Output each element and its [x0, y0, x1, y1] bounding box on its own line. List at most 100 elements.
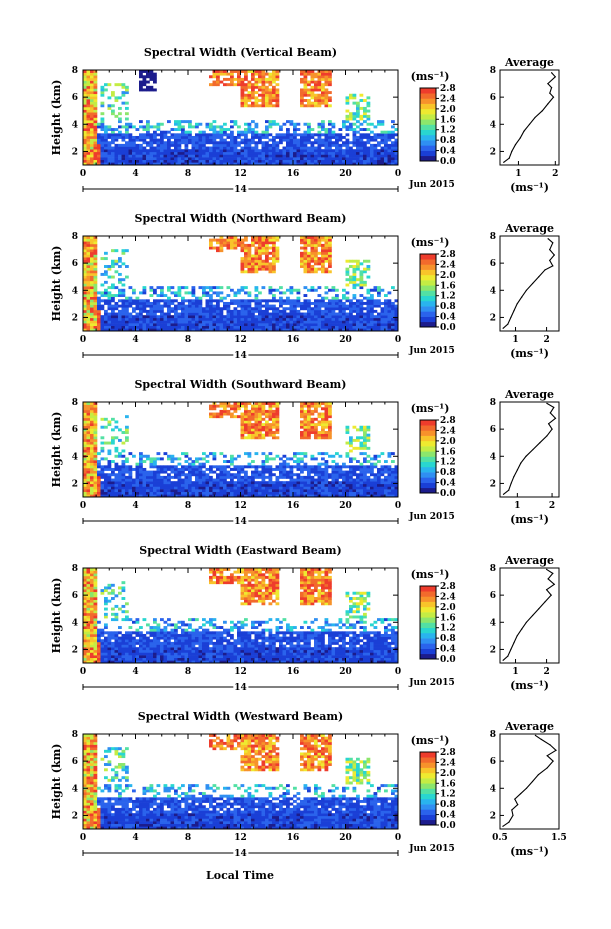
- heatmap-cell: [205, 320, 210, 324]
- heatmap-cell: [223, 141, 227, 145]
- heatmap-cell: [349, 309, 353, 313]
- heatmap-cell: [328, 323, 332, 327]
- heatmap-cell: [100, 483, 105, 487]
- heatmap-cell: [272, 415, 276, 419]
- heatmap-cell: [216, 301, 220, 305]
- heatmap-cell: [240, 417, 245, 421]
- heatmap-cell: [370, 143, 374, 147]
- heatmap-cell: [345, 133, 350, 137]
- heatmap-cell: [202, 323, 206, 327]
- heatmap-cell: [314, 157, 318, 161]
- heatmap-cell: [86, 72, 91, 76]
- heatmap-cell: [279, 462, 283, 466]
- heatmap-cell: [310, 307, 315, 311]
- heatmap-cell: [146, 72, 150, 76]
- heatmap-cell: [272, 457, 276, 461]
- heatmap-cell: [258, 141, 262, 145]
- heatmap-cell: [240, 88, 245, 92]
- heatmap-cell: [300, 325, 304, 329]
- heatmap-cell: [331, 135, 336, 139]
- heatmap-cell: [198, 296, 203, 300]
- heatmap-cell: [258, 99, 262, 102]
- heatmap-cell: [289, 146, 294, 150]
- heatmap-cell: [219, 151, 224, 155]
- heatmap-cell: [100, 425, 105, 429]
- heatmap-cell: [139, 85, 143, 89]
- heatmap-cell: [377, 120, 381, 124]
- heatmap-cell: [114, 454, 119, 458]
- heatmap-cell: [125, 325, 129, 329]
- average-title: Average: [504, 222, 554, 235]
- heatmap-cell: [342, 159, 346, 163]
- heatmap-cell: [272, 88, 276, 92]
- heatmap-cell: [254, 257, 259, 261]
- heatmap-cell: [188, 299, 192, 303]
- heatmap-cell: [244, 478, 248, 482]
- heatmap-cell: [387, 149, 392, 153]
- heatmap-cell: [307, 417, 311, 421]
- heatmap-cell: [324, 143, 329, 147]
- heatmap-cell: [328, 120, 332, 124]
- heatmap-cell: [86, 415, 91, 419]
- heatmap-cell: [275, 91, 280, 95]
- heatmap-cell: [328, 436, 332, 440]
- heatmap-cell: [265, 154, 269, 158]
- heatmap-cell: [83, 481, 87, 485]
- heatmap-cell: [83, 431, 87, 434]
- heatmap-cell: [303, 404, 308, 408]
- heatmap-cell: [303, 99, 308, 102]
- heatmap-cell: [293, 491, 297, 495]
- heatmap-cell: [83, 72, 87, 76]
- heatmap-cell: [282, 454, 287, 458]
- heatmap-cell: [90, 262, 94, 266]
- heatmap-cell: [177, 473, 182, 477]
- heatmap-cell: [132, 301, 136, 305]
- heatmap-cell: [328, 407, 332, 411]
- heatmap-cell: [391, 154, 395, 158]
- heatmap-cell: [202, 146, 206, 150]
- heatmap-cell: [146, 494, 150, 498]
- heatmap-cell: [265, 415, 269, 419]
- heatmap-cell: [272, 296, 276, 300]
- heatmap-cell: [394, 149, 399, 153]
- colorbar-segment: [420, 295, 436, 302]
- heatmap-cell: [303, 149, 308, 153]
- heatmap-cell: [321, 478, 325, 482]
- heatmap-cell: [146, 88, 150, 92]
- heatmap-cell: [349, 117, 353, 121]
- heatmap-cell: [244, 407, 248, 411]
- heatmap-cell: [198, 494, 203, 498]
- heatmap-cell: [177, 457, 182, 461]
- heatmap-cell: [83, 307, 87, 311]
- heatmap: [83, 70, 399, 166]
- heatmap-cell: [181, 159, 185, 163]
- heatmap-cell: [352, 130, 357, 134]
- heatmap-cell: [289, 457, 294, 461]
- heatmap-cell: [174, 328, 178, 332]
- heatmap-cell: [93, 275, 98, 279]
- heatmap-cell: [380, 328, 385, 332]
- heatmap-cell: [226, 146, 231, 150]
- heatmap-cell: [310, 465, 315, 469]
- heatmap-cell: [184, 130, 189, 134]
- heatmap-cell: [118, 130, 122, 134]
- heatmap-cell: [296, 128, 301, 131]
- heatmap-cell: [212, 159, 217, 163]
- heatmap-cell: [384, 315, 388, 319]
- heatmap-cell: [216, 249, 220, 253]
- heatmap-cell: [268, 241, 273, 245]
- heatmap-cell: [83, 283, 87, 287]
- heatmap-cell: [83, 267, 87, 271]
- heatmap-cell: [303, 243, 308, 247]
- heatmap-cell: [314, 436, 318, 440]
- heatmap-cell: [86, 270, 91, 274]
- heatmap-cell: [303, 425, 308, 429]
- heatmap-cell: [226, 475, 231, 479]
- heatmap-cell: [286, 462, 290, 466]
- heatmap-cell: [275, 75, 280, 79]
- heatmap-cell: [314, 431, 318, 434]
- heatmap-cell: [296, 149, 301, 153]
- heatmap-cell: [359, 325, 364, 329]
- heatmap-cell: [223, 325, 227, 329]
- heatmap-cell: [188, 457, 192, 461]
